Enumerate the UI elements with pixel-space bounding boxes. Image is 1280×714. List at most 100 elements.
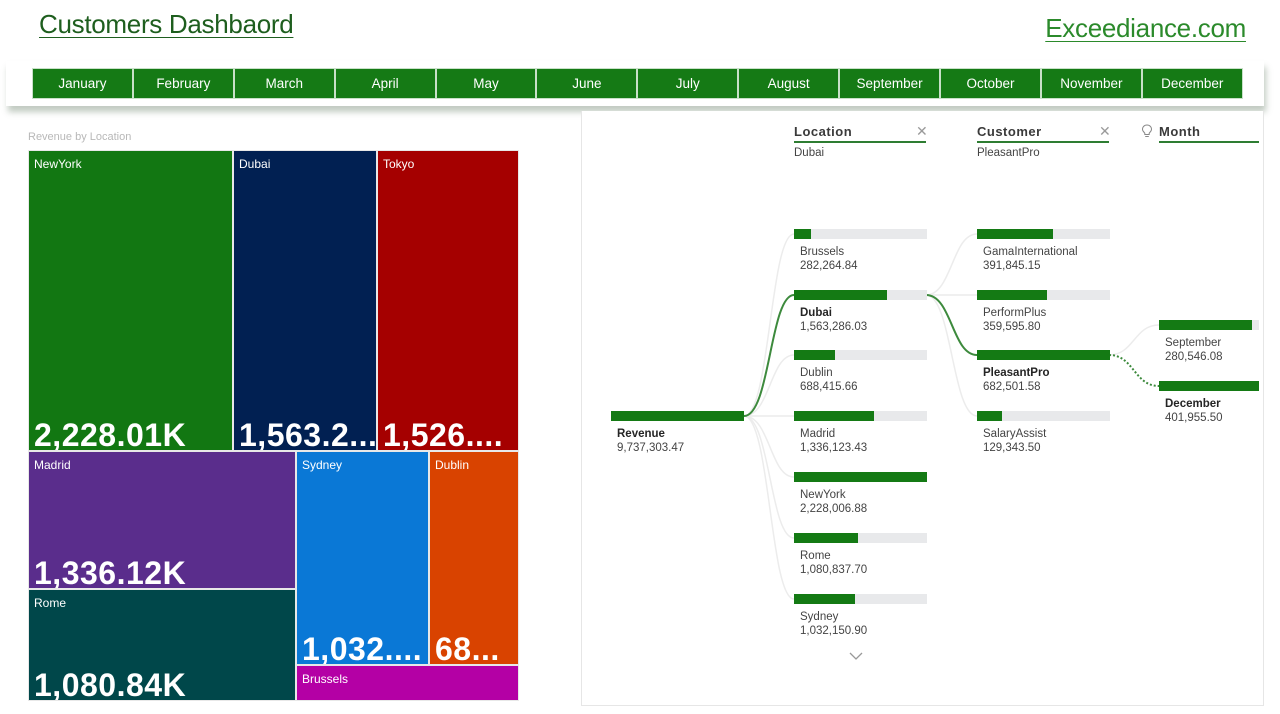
tile-label: Sydney [302, 458, 343, 472]
month-may[interactable]: May [435, 68, 537, 99]
node-label: PleasantPro [983, 367, 1050, 379]
month-february[interactable]: February [132, 68, 234, 99]
node-bar [977, 411, 1110, 421]
node-bar [794, 594, 927, 604]
level-header-location[interactable]: Location [794, 124, 853, 139]
node-value: 129,343.50 [983, 442, 1041, 454]
node-bar [794, 350, 927, 360]
tree-node-customer[interactable]: GamaInternational 391,845.15 [977, 229, 1110, 273]
month-june[interactable]: June [536, 68, 638, 99]
month-august[interactable]: August [738, 68, 840, 99]
tile-tokyo[interactable]: Tokyo 1,526.... [377, 150, 519, 451]
node-label: Madrid [800, 428, 836, 440]
node-value: 401,955.50 [1165, 412, 1223, 424]
month-january[interactable]: January [32, 68, 133, 99]
node-value: 359,595.80 [983, 321, 1041, 333]
revenue-treemap: NewYork 2,228.01K Dubai 1,563.2... Tokyo… [28, 150, 519, 701]
node-label: Revenue [617, 428, 665, 440]
node-bar [1159, 320, 1259, 330]
tree-node-customer[interactable]: SalaryAssist 129,343.50 [977, 411, 1110, 455]
tile-value: 68... [435, 631, 500, 665]
tree-node-location[interactable]: Madrid 1,336,123.43 [794, 411, 927, 455]
chevron-down-icon[interactable] [848, 648, 864, 664]
tree-node-location[interactable]: Rome 1,080,837.70 [794, 533, 927, 577]
node-bar [977, 290, 1110, 300]
tile-brussels[interactable]: Brussels [296, 665, 519, 701]
node-value: 1,563,286.03 [800, 321, 868, 333]
brand-link[interactable]: Exceediance.com [1045, 13, 1246, 43]
tile-label: NewYork [34, 157, 82, 171]
node-value: 1,080,837.70 [800, 564, 868, 576]
tree-node-location[interactable]: Brussels 282,264.84 [794, 229, 927, 273]
level-underline [794, 141, 926, 143]
month-march[interactable]: March [233, 68, 335, 99]
level-selected-location: Dubai [794, 147, 825, 159]
level-selected-customer: PleasantPro [977, 147, 1040, 159]
level-underline [1159, 141, 1259, 143]
tile-value: 1,336.12K [34, 555, 187, 589]
node-value: 688,415.66 [800, 381, 858, 393]
tile-dublin[interactable]: Dublin 68... [429, 451, 519, 665]
node-bar [1159, 381, 1259, 391]
tile-value: 1,563.2... [239, 417, 377, 451]
tree-node-location[interactable]: NewYork 2,228,006.88 [794, 472, 927, 516]
node-value: 9,737,303.47 [617, 442, 685, 454]
tree-node-customer[interactable]: PleasantPro 682,501.58 [977, 350, 1110, 394]
node-value: 280,546.08 [1165, 351, 1223, 363]
month-april[interactable]: April [334, 68, 436, 99]
node-bar [794, 290, 927, 300]
decomposition-tree-panel [581, 111, 1264, 706]
tile-value: 1,032.... [302, 631, 423, 665]
close-icon[interactable]: ✕ [916, 123, 928, 139]
tree-node-month[interactable]: December 401,955.50 [1159, 381, 1259, 425]
tile-madrid[interactable]: Madrid 1,336.12K [28, 451, 296, 589]
node-value: 682,501.58 [983, 381, 1041, 393]
tree-node-location[interactable]: Sydney 1,032,150.90 [794, 594, 927, 638]
tile-label: Madrid [34, 458, 71, 472]
node-label: December [1165, 398, 1221, 410]
node-bar [977, 229, 1110, 239]
tree-node-location[interactable]: Dubai 1,563,286.03 [794, 290, 927, 334]
treemap-title: Revenue by Location [28, 131, 132, 143]
tile-label: Dublin [435, 458, 470, 472]
tile-label: Rome [34, 596, 67, 610]
month-december[interactable]: December [1141, 68, 1243, 99]
tree-node-root[interactable]: Revenue 9,737,303.47 [611, 411, 744, 455]
tree-node-customer[interactable]: PerformPlus 359,595.80 [977, 290, 1110, 334]
lightbulb-icon[interactable] [1141, 124, 1153, 138]
tile-label: Dubai [239, 157, 271, 171]
close-icon[interactable]: ✕ [1099, 123, 1111, 139]
node-value: 391,845.15 [983, 260, 1041, 272]
tile-value: 1,080.84K [34, 667, 187, 701]
tile-newyork[interactable]: NewYork 2,228.01K [28, 150, 233, 451]
node-label: Rome [800, 550, 831, 562]
month-slicer: January February March April May June Ju… [32, 68, 1243, 99]
node-value: 282,264.84 [800, 260, 858, 272]
node-label: Brussels [800, 246, 845, 258]
node-bar [794, 472, 927, 482]
tile-value: 2,228.01K [34, 417, 187, 451]
node-value: 1,336,123.43 [800, 442, 868, 454]
node-bar [977, 350, 1110, 360]
tree-node-location[interactable]: Dublin 688,415.66 [794, 350, 927, 394]
page-title: Customers Dashbaord [39, 9, 294, 39]
tile-label: Tokyo [383, 157, 415, 171]
tile-sydney[interactable]: Sydney 1,032.... [296, 451, 429, 665]
node-bar [611, 411, 744, 421]
node-bar [794, 533, 927, 543]
month-october[interactable]: October [940, 68, 1041, 99]
node-bar [794, 411, 927, 421]
node-label: GamaInternational [983, 246, 1078, 258]
month-september[interactable]: September [839, 68, 941, 99]
node-value: 2,228,006.88 [800, 503, 868, 515]
node-label: Dubai [800, 307, 832, 319]
node-label: September [1165, 337, 1222, 349]
tile-rome[interactable]: Rome 1,080.84K [28, 589, 296, 701]
level-underline [977, 141, 1109, 143]
tile-dubai[interactable]: Dubai 1,563.2... [233, 150, 377, 451]
month-november[interactable]: November [1040, 68, 1142, 99]
tree-node-month[interactable]: September 280,546.08 [1159, 320, 1259, 364]
level-header-month[interactable]: Month [1159, 124, 1201, 139]
month-july[interactable]: July [637, 68, 739, 99]
level-header-customer[interactable]: Customer [977, 124, 1042, 139]
